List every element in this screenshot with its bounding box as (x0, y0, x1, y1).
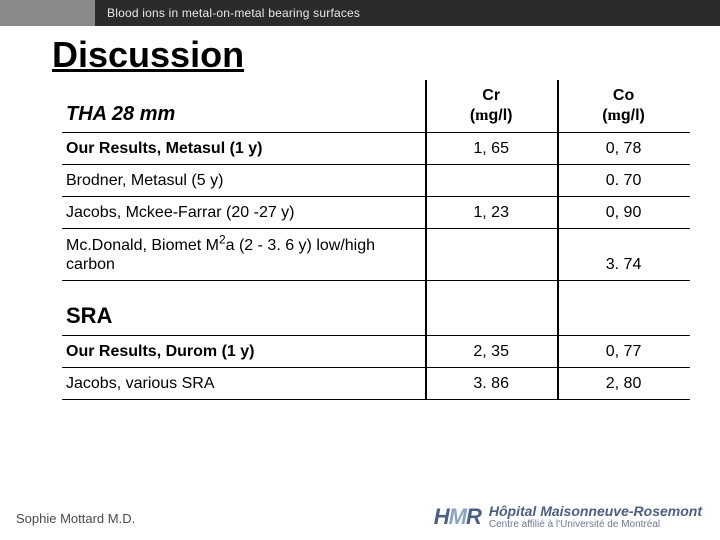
table-row: Our Results, Durom (1 y) 2, 35 0, 77 (62, 336, 690, 368)
cell-co: 0. 70 (558, 165, 690, 197)
footer-author: Sophie Mottard M.D. (16, 511, 135, 526)
row-label: Mc.Donald, Biomet M2a (2 - 3. 6 y) low/h… (62, 229, 426, 281)
cell-co: 0, 90 (558, 197, 690, 229)
row-label: Our Results, Metasul (1 y) (62, 133, 426, 165)
row-label: Jacobs, Mckee-Farrar (20 -27 y) (62, 197, 426, 229)
table-row: Jacobs, various SRA 3. 86 2, 80 (62, 368, 690, 400)
footer-logo: HMR Hôpital Maisonneuve-Rosemont Centre … (434, 504, 702, 530)
cell-empty (558, 281, 690, 336)
row-label: Brodner, Metasul (5 y) (62, 165, 426, 197)
row-label: Jacobs, various SRA (62, 368, 426, 400)
logo-line1: Hôpital Maisonneuve-Rosemont (489, 504, 702, 519)
cell-co: 0, 78 (558, 133, 690, 165)
cell-co: 2, 80 (558, 368, 690, 400)
cell-cr: 1, 65 (426, 133, 558, 165)
table-row: Our Results, Metasul (1 y) 1, 65 0, 78 (62, 133, 690, 165)
cell-cr (426, 229, 558, 281)
header-subtitle: Blood ions in metal-on-metal bearing sur… (95, 0, 720, 26)
logo-mark: HMR (434, 504, 481, 530)
header-accent (0, 0, 95, 26)
logo-line2: Centre affilié à l'Université de Montréa… (489, 519, 702, 530)
cell-cr (426, 165, 558, 197)
col-header-section: THA 28 mm (62, 80, 426, 133)
row-label: Our Results, Durom (1 y) (62, 336, 426, 368)
logo-text: Hôpital Maisonneuve-Rosemont Centre affi… (489, 504, 702, 530)
cell-co: 3. 74 (558, 229, 690, 281)
page-title: Discussion (52, 34, 720, 76)
col-header-cr: Cr (mg/l) (426, 80, 558, 133)
cell-cr: 3. 86 (426, 368, 558, 400)
data-table-wrap: THA 28 mm Cr (mg/l) Co (mg/l) Our Result… (0, 80, 720, 400)
table-row: Brodner, Metasul (5 y) 0. 70 (62, 165, 690, 197)
table-row: Jacobs, Mckee-Farrar (20 -27 y) 1, 23 0,… (62, 197, 690, 229)
header-bar: Blood ions in metal-on-metal bearing sur… (0, 0, 720, 26)
cell-empty (426, 281, 558, 336)
section-label: SRA (62, 281, 426, 336)
section-row: SRA (62, 281, 690, 336)
cell-co: 0, 77 (558, 336, 690, 368)
cell-cr: 1, 23 (426, 197, 558, 229)
data-table: THA 28 mm Cr (mg/l) Co (mg/l) Our Result… (62, 80, 690, 400)
cell-cr: 2, 35 (426, 336, 558, 368)
col-header-co: Co (mg/l) (558, 80, 690, 133)
table-header-row: THA 28 mm Cr (mg/l) Co (mg/l) (62, 80, 690, 133)
table-row: Mc.Donald, Biomet M2a (2 - 3. 6 y) low/h… (62, 229, 690, 281)
